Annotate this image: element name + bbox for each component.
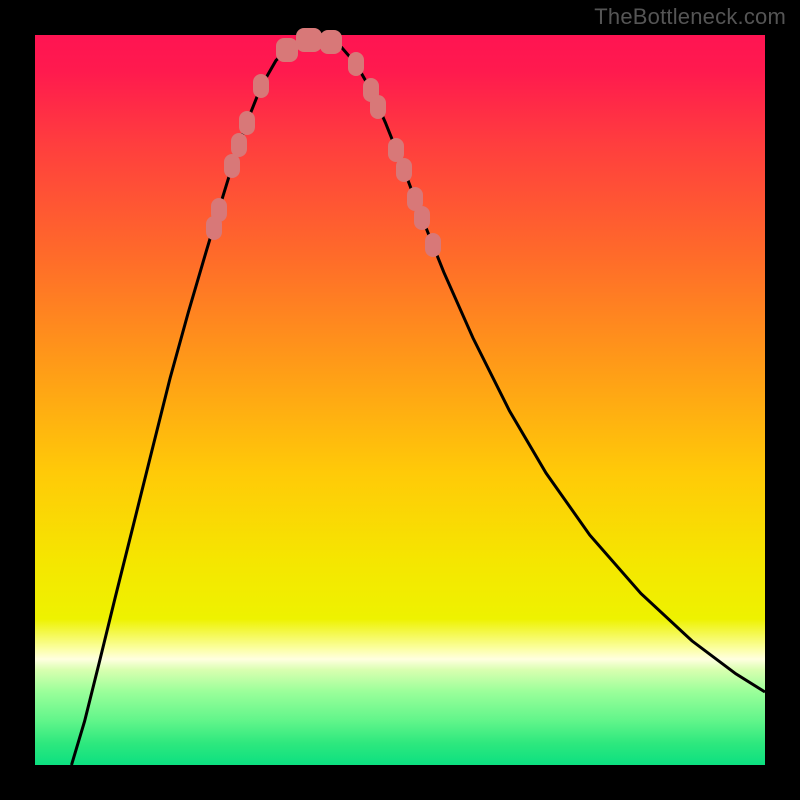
data-marker [224,154,240,178]
data-marker [320,30,342,54]
watermark-text: TheBottleneck.com [594,4,786,30]
data-marker [253,74,269,98]
curve-path [72,39,766,765]
plot-frame [35,35,765,765]
data-marker [414,206,430,230]
data-marker [425,233,441,257]
data-marker [276,38,298,62]
data-marker [231,133,247,157]
data-marker [296,28,322,52]
data-marker [239,111,255,135]
data-marker [370,95,386,119]
data-marker [348,52,364,76]
data-marker [211,198,227,222]
data-marker [396,158,412,182]
